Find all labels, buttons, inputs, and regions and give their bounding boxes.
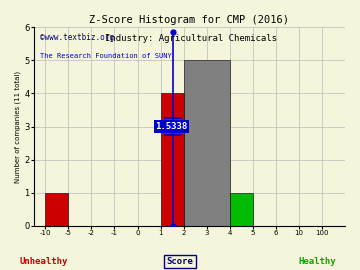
Text: Unhealthy: Unhealthy [19,257,67,266]
Bar [184,60,230,226]
Text: The Research Foundation of SUNY: The Research Foundation of SUNY [40,53,172,59]
Text: Score: Score [167,257,193,266]
Text: ©www.textbiz.org: ©www.textbiz.org [40,33,114,42]
Bar [45,193,68,226]
Text: Healthy: Healthy [298,257,336,266]
Bar [161,93,184,226]
Title: Z-Score Histogram for CMP (2016): Z-Score Histogram for CMP (2016) [89,15,289,25]
Y-axis label: Number of companies (11 total): Number of companies (11 total) [15,70,22,183]
Text: 1.5338: 1.5338 [156,122,188,131]
Text: Industry: Agricultural Chemicals: Industry: Agricultural Chemicals [105,34,277,43]
Bar [230,193,253,226]
